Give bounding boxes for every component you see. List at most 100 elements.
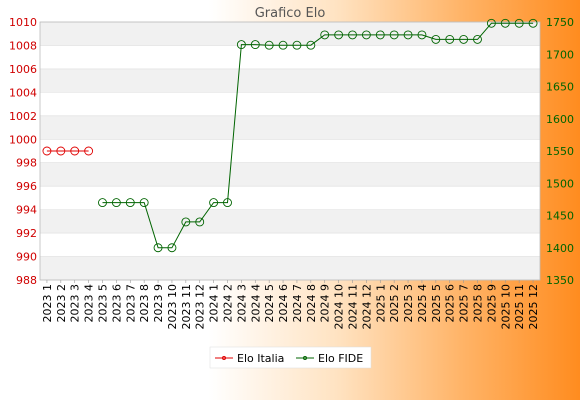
data-point — [473, 34, 482, 44]
x-tick-label: 2024 9 — [319, 284, 332, 323]
grid-band — [40, 256, 540, 280]
data-point — [70, 146, 80, 156]
x-tick-label: 2023 11 — [180, 284, 193, 330]
x-tick-label: 2023 5 — [97, 284, 110, 323]
x-tick-label: 2025 6 — [444, 284, 457, 323]
left-tick-label: 990 — [16, 251, 37, 264]
x-axis: 2023 1 2023 2 2023 3 2023 4 2023 5 2023 6 2023… — [41, 280, 540, 330]
left-tick-label: 1006 — [9, 63, 37, 76]
data-point — [264, 40, 274, 50]
data-point — [209, 198, 219, 208]
series-line — [102, 22, 534, 249]
right-tick-label: 1650 — [546, 81, 574, 94]
chart-title: Grafico Elo — [255, 6, 326, 21]
data-point — [361, 30, 371, 40]
x-tick-label: 2023 7 — [124, 284, 137, 323]
x-tick-label: 2024 5 — [263, 284, 276, 323]
left-tick-label: 998 — [16, 157, 37, 170]
x-tick-label: 2024 2 — [222, 284, 235, 323]
x-tick-label: 2024 12 — [360, 284, 373, 330]
right-tick-label: 1350 — [546, 274, 574, 287]
data-point — [42, 146, 52, 156]
x-tick-label: 2024 3 — [235, 284, 248, 323]
x-tick-label: 2024 4 — [249, 284, 262, 323]
grid-band — [40, 209, 540, 234]
x-tick-label: 2025 3 — [402, 284, 415, 323]
right-tick-label: 1450 — [546, 210, 574, 223]
legend: Elo Italia Elo FIDE — [209, 346, 372, 369]
x-tick-label: 2023 4 — [83, 284, 96, 323]
data-point — [348, 30, 357, 40]
series-layer — [42, 18, 538, 253]
data-point — [195, 217, 205, 227]
x-tick-label: 2023 1 — [41, 284, 54, 323]
x-tick-label: 2023 8 — [138, 284, 151, 323]
legend-box — [209, 346, 372, 369]
x-tick-label: 2023 3 — [69, 284, 82, 323]
x-tick-label: 2025 9 — [485, 284, 498, 323]
series-elo-fide — [98, 18, 538, 253]
legend-label-elo-fide: Elo FIDE — [318, 352, 363, 365]
data-point — [56, 146, 66, 156]
legend-marker-elo-italia — [222, 356, 226, 360]
x-tick-label: 2023 6 — [110, 284, 123, 323]
plot-background — [39, 21, 541, 281]
x-tick-label: 2024 8 — [305, 284, 318, 323]
data-point — [334, 30, 344, 40]
data-point — [500, 18, 510, 28]
data-point — [403, 30, 413, 40]
left-tick-label: 988 — [16, 274, 37, 287]
right-tick-label: 1750 — [546, 16, 574, 29]
right-tick-label: 1550 — [546, 145, 574, 158]
grid-band — [40, 162, 540, 187]
data-point — [292, 40, 302, 50]
x-tick-label: 2025 2 — [388, 284, 401, 323]
x-tick-label: 2025 1 — [374, 284, 387, 323]
x-tick-label: 2025 10 — [499, 284, 512, 330]
left-tick-label: 1002 — [9, 110, 37, 123]
x-tick-label: 2024 7 — [291, 284, 304, 323]
left-tick-label: 1004 — [9, 86, 37, 99]
data-point — [125, 198, 135, 208]
plot-frame — [39, 21, 541, 281]
x-tick-label: 2024 11 — [347, 284, 360, 330]
left-tick-label: 1000 — [9, 133, 37, 146]
x-tick-label: 2023 12 — [194, 284, 207, 330]
left-tick-label: 1008 — [9, 39, 37, 52]
data-point — [375, 30, 385, 40]
data-point — [111, 198, 121, 208]
legend-label-elo-italia: Elo Italia — [237, 352, 284, 365]
legend-marker-elo-fide — [303, 356, 307, 360]
series-elo-italia — [42, 146, 94, 156]
right-tick-label: 1400 — [546, 242, 574, 255]
data-point — [223, 198, 232, 208]
data-point — [320, 30, 330, 40]
data-point — [278, 40, 288, 50]
x-tick-label: 2025 11 — [513, 284, 526, 330]
left-tick-label: 1010 — [9, 16, 37, 29]
left-tick-label: 994 — [16, 204, 37, 217]
legend-item-elo-italia[interactable]: Elo Italia — [215, 352, 284, 365]
data-point — [236, 40, 246, 50]
left-tick-label: 996 — [16, 180, 37, 193]
right-tick-label: 1600 — [546, 113, 574, 126]
x-tick-label: 2023 10 — [166, 284, 179, 330]
data-point — [417, 30, 427, 40]
data-point — [98, 198, 107, 208]
data-point — [431, 34, 441, 44]
data-point — [528, 18, 538, 28]
grid-band — [40, 68, 540, 93]
grid-band — [40, 22, 540, 46]
legend-item-elo-fide[interactable]: Elo FIDE — [296, 352, 363, 365]
x-tick-label: 2023 9 — [152, 284, 165, 323]
x-tick-label: 2025 12 — [527, 284, 540, 330]
data-point — [486, 18, 496, 28]
data-point — [139, 198, 149, 208]
data-point — [389, 30, 399, 40]
x-tick-label: 2024 6 — [277, 284, 290, 323]
plot-area — [40, 22, 540, 280]
x-tick-label: 2025 7 — [458, 284, 471, 323]
data-point — [306, 40, 316, 50]
